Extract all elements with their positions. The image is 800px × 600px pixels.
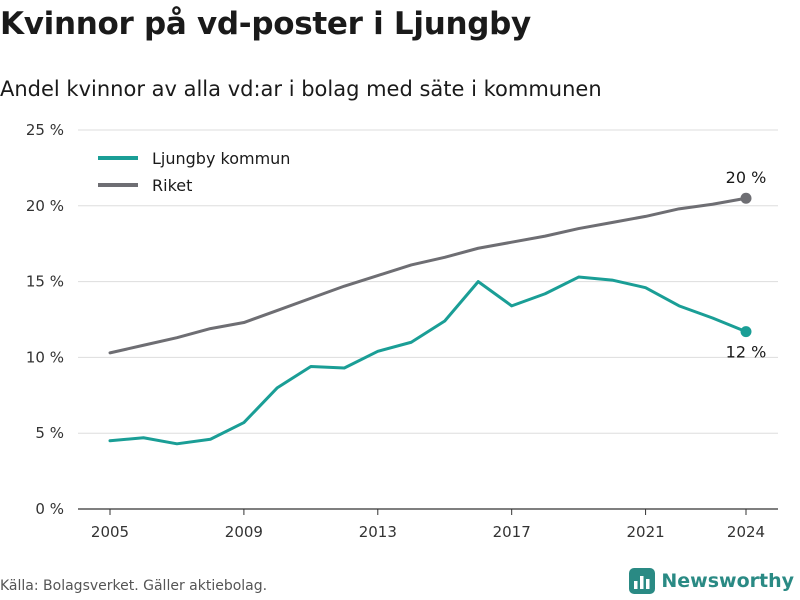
x-tick-label: 2021 xyxy=(626,523,664,541)
y-tick-label: 5 % xyxy=(35,424,64,442)
x-axis-ticks: 2005 2009 2013 2017 2021 2024 xyxy=(91,509,765,541)
bar-chart-logo-icon xyxy=(629,568,656,594)
legend-label: Riket xyxy=(152,176,192,195)
x-tick-label: 2017 xyxy=(493,523,531,541)
y-tick-label: 0 % xyxy=(35,500,64,518)
series-lines: 12 % 20 % xyxy=(108,168,767,446)
end-value-label: 20 % xyxy=(726,168,767,187)
y-tick-label: 25 % xyxy=(26,121,64,139)
x-tick-label: 2013 xyxy=(359,523,397,541)
series-line-riket xyxy=(108,196,748,355)
legend-label: Ljungby kommun xyxy=(152,149,290,168)
chart-title: Kvinnor på vd-poster i Ljungby xyxy=(0,6,531,42)
x-tick-label: 2005 xyxy=(91,523,129,541)
y-tick-label: 15 % xyxy=(26,273,64,291)
series-line-ljungby-kommun xyxy=(108,275,748,446)
legend: Ljungby kommun Riket xyxy=(98,149,290,195)
end-point-marker xyxy=(740,326,752,338)
end-value-label: 12 % xyxy=(726,343,767,362)
y-tick-label: 20 % xyxy=(26,197,64,215)
chart-subtitle: Andel kvinnor av alla vd:ar i bolag med … xyxy=(0,77,602,101)
y-tick-label: 10 % xyxy=(26,348,64,366)
y-axis-ticks: 0 % 5 % 10 % 15 % 20 % 25 % xyxy=(26,121,64,518)
source-note: Källa: Bolagsverket. Gäller aktiebolag. xyxy=(0,578,268,594)
brand-name: Newsworthy xyxy=(661,570,794,592)
end-point-marker xyxy=(740,192,752,204)
x-tick-label: 2024 xyxy=(727,523,765,541)
x-tick-label: 2009 xyxy=(225,523,263,541)
brand-logo: Newsworthy xyxy=(629,568,794,594)
grid-lines xyxy=(78,129,778,510)
